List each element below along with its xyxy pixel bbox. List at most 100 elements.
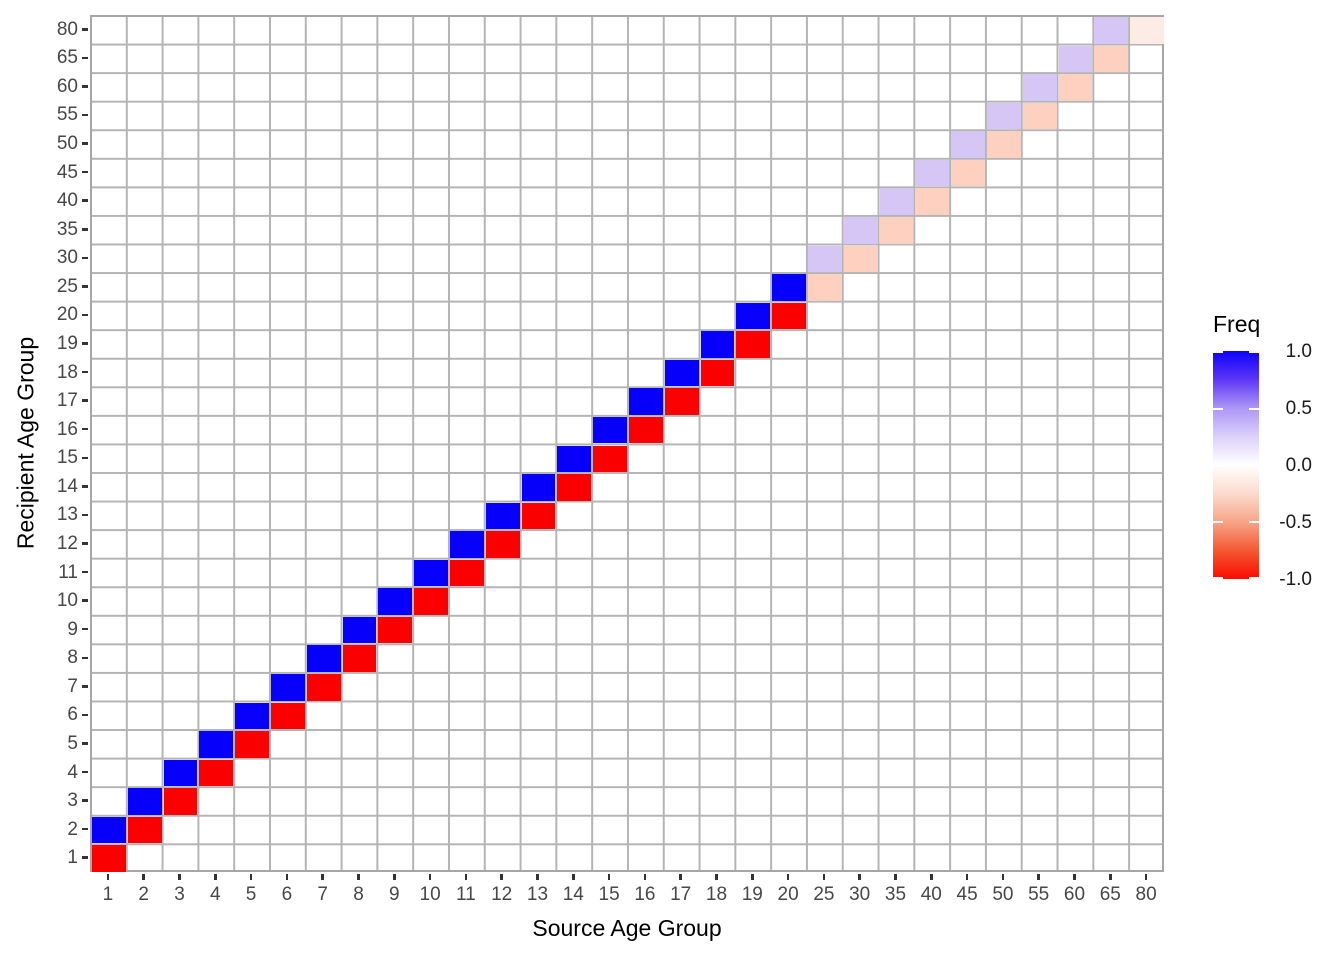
heat-cell — [1022, 102, 1057, 130]
x-tick-mark — [393, 874, 396, 880]
heat-cell — [987, 102, 1021, 130]
y-tick-mark — [82, 228, 88, 231]
heat-cell — [450, 531, 484, 558]
heat-cell — [1058, 74, 1093, 101]
heat-cell — [235, 731, 269, 758]
x-tick-label: 15 — [598, 884, 620, 905]
x-tick-mark — [965, 874, 969, 880]
heat-cell — [127, 788, 162, 815]
heat-cell — [127, 816, 162, 844]
x-tick-mark — [786, 874, 790, 880]
heat-cell — [664, 359, 699, 387]
heat-cell — [557, 474, 592, 501]
y-tick-label: 45 — [56, 161, 78, 183]
x-tick-label: 20 — [777, 884, 799, 905]
y-tick-mark — [82, 570, 88, 574]
heat-cell — [736, 302, 771, 330]
heat-cell — [557, 445, 592, 473]
colorbar-tick — [1249, 351, 1259, 354]
y-tick-label: 17 — [56, 390, 78, 412]
heat-cell — [92, 845, 126, 872]
heat-cell — [1058, 45, 1093, 73]
heat-cell — [915, 159, 950, 187]
x-tick-mark — [1073, 874, 1076, 880]
heatmap-panel — [90, 15, 1164, 872]
legend-title: Freq — [1213, 311, 1261, 337]
x-tick-mark — [321, 874, 324, 880]
x-tick-label: 8 — [353, 884, 364, 905]
heat-cell — [92, 816, 126, 844]
colorbar-tick — [1213, 520, 1223, 523]
x-tick-mark — [106, 874, 110, 880]
x-tick-mark — [357, 874, 360, 880]
heat-cell — [306, 645, 341, 673]
y-tick-mark — [82, 542, 88, 545]
legend-tick-label: 0.0 — [1285, 455, 1312, 476]
y-tick-mark — [82, 485, 88, 488]
heat-cell — [378, 616, 413, 644]
x-tick-mark — [930, 874, 933, 880]
y-tick-mark — [82, 685, 88, 688]
x-tick-label: 65 — [1099, 884, 1121, 905]
heat-cell — [700, 331, 735, 358]
y-tick-label: 7 — [67, 675, 78, 697]
x-tick-label: 55 — [1028, 884, 1050, 905]
heat-cell — [700, 359, 735, 387]
heat-cell — [843, 216, 878, 244]
heat-cell — [987, 131, 1021, 158]
y-tick-label: 14 — [56, 475, 78, 497]
heat-cell — [951, 159, 985, 187]
x-tick-mark — [715, 874, 718, 880]
y-tick-label: 18 — [56, 361, 78, 383]
y-tick-label: 16 — [56, 418, 78, 440]
y-tick-label: 11 — [58, 561, 78, 583]
x-tick-label: 9 — [389, 884, 400, 905]
heat-cell — [915, 188, 950, 215]
y-tick-mark — [82, 427, 88, 431]
x-tick-mark — [500, 874, 503, 880]
x-tick-mark — [142, 874, 145, 880]
x-tick-label: 80 — [1135, 884, 1157, 905]
y-tick-mark — [82, 370, 88, 374]
y-tick-label: 12 — [56, 532, 78, 554]
x-tick-mark — [1109, 874, 1112, 880]
x-tick-label: 14 — [562, 884, 584, 905]
x-tick-label: 40 — [920, 884, 942, 905]
x-tick-label: 10 — [419, 884, 441, 905]
y-tick-label: 19 — [56, 333, 78, 355]
x-tick-label: 30 — [849, 884, 871, 905]
x-axis-title: Source Age Group — [532, 915, 722, 941]
heat-cell — [664, 388, 699, 415]
x-tick-label: 3 — [174, 884, 185, 905]
y-tick-label: 2 — [67, 818, 78, 840]
y-tick-mark — [82, 142, 88, 145]
x-tick-label: 17 — [670, 884, 692, 905]
x-tick-mark — [1144, 874, 1148, 880]
x-tick-mark — [751, 874, 754, 880]
x-tick-label: 12 — [491, 884, 513, 905]
y-tick-label: 35 — [56, 218, 78, 240]
x-tick-mark — [214, 874, 217, 880]
y-tick-mark — [82, 56, 88, 60]
y-tick-label: 8 — [67, 647, 78, 669]
heat-cell — [342, 645, 377, 673]
heat-cell — [772, 302, 806, 330]
x-tick-mark — [894, 874, 897, 880]
colorbar-tick — [1249, 520, 1259, 523]
x-tick-label: 50 — [992, 884, 1014, 905]
x-tick-mark — [1037, 874, 1040, 880]
y-tick-mark — [82, 85, 88, 88]
x-tick-label: 19 — [741, 884, 763, 905]
y-tick-label: 60 — [56, 75, 78, 97]
y-tick-mark — [82, 656, 88, 659]
y-tick-label: 13 — [56, 504, 78, 526]
x-tick-mark — [572, 874, 575, 880]
heat-cell — [843, 245, 878, 273]
x-tick-mark — [178, 874, 181, 880]
heat-cell — [199, 759, 234, 787]
x-tick-mark — [643, 874, 647, 880]
heat-cell — [808, 274, 842, 301]
x-tick-label: 11 — [456, 884, 476, 905]
y-tick-mark — [82, 313, 88, 317]
